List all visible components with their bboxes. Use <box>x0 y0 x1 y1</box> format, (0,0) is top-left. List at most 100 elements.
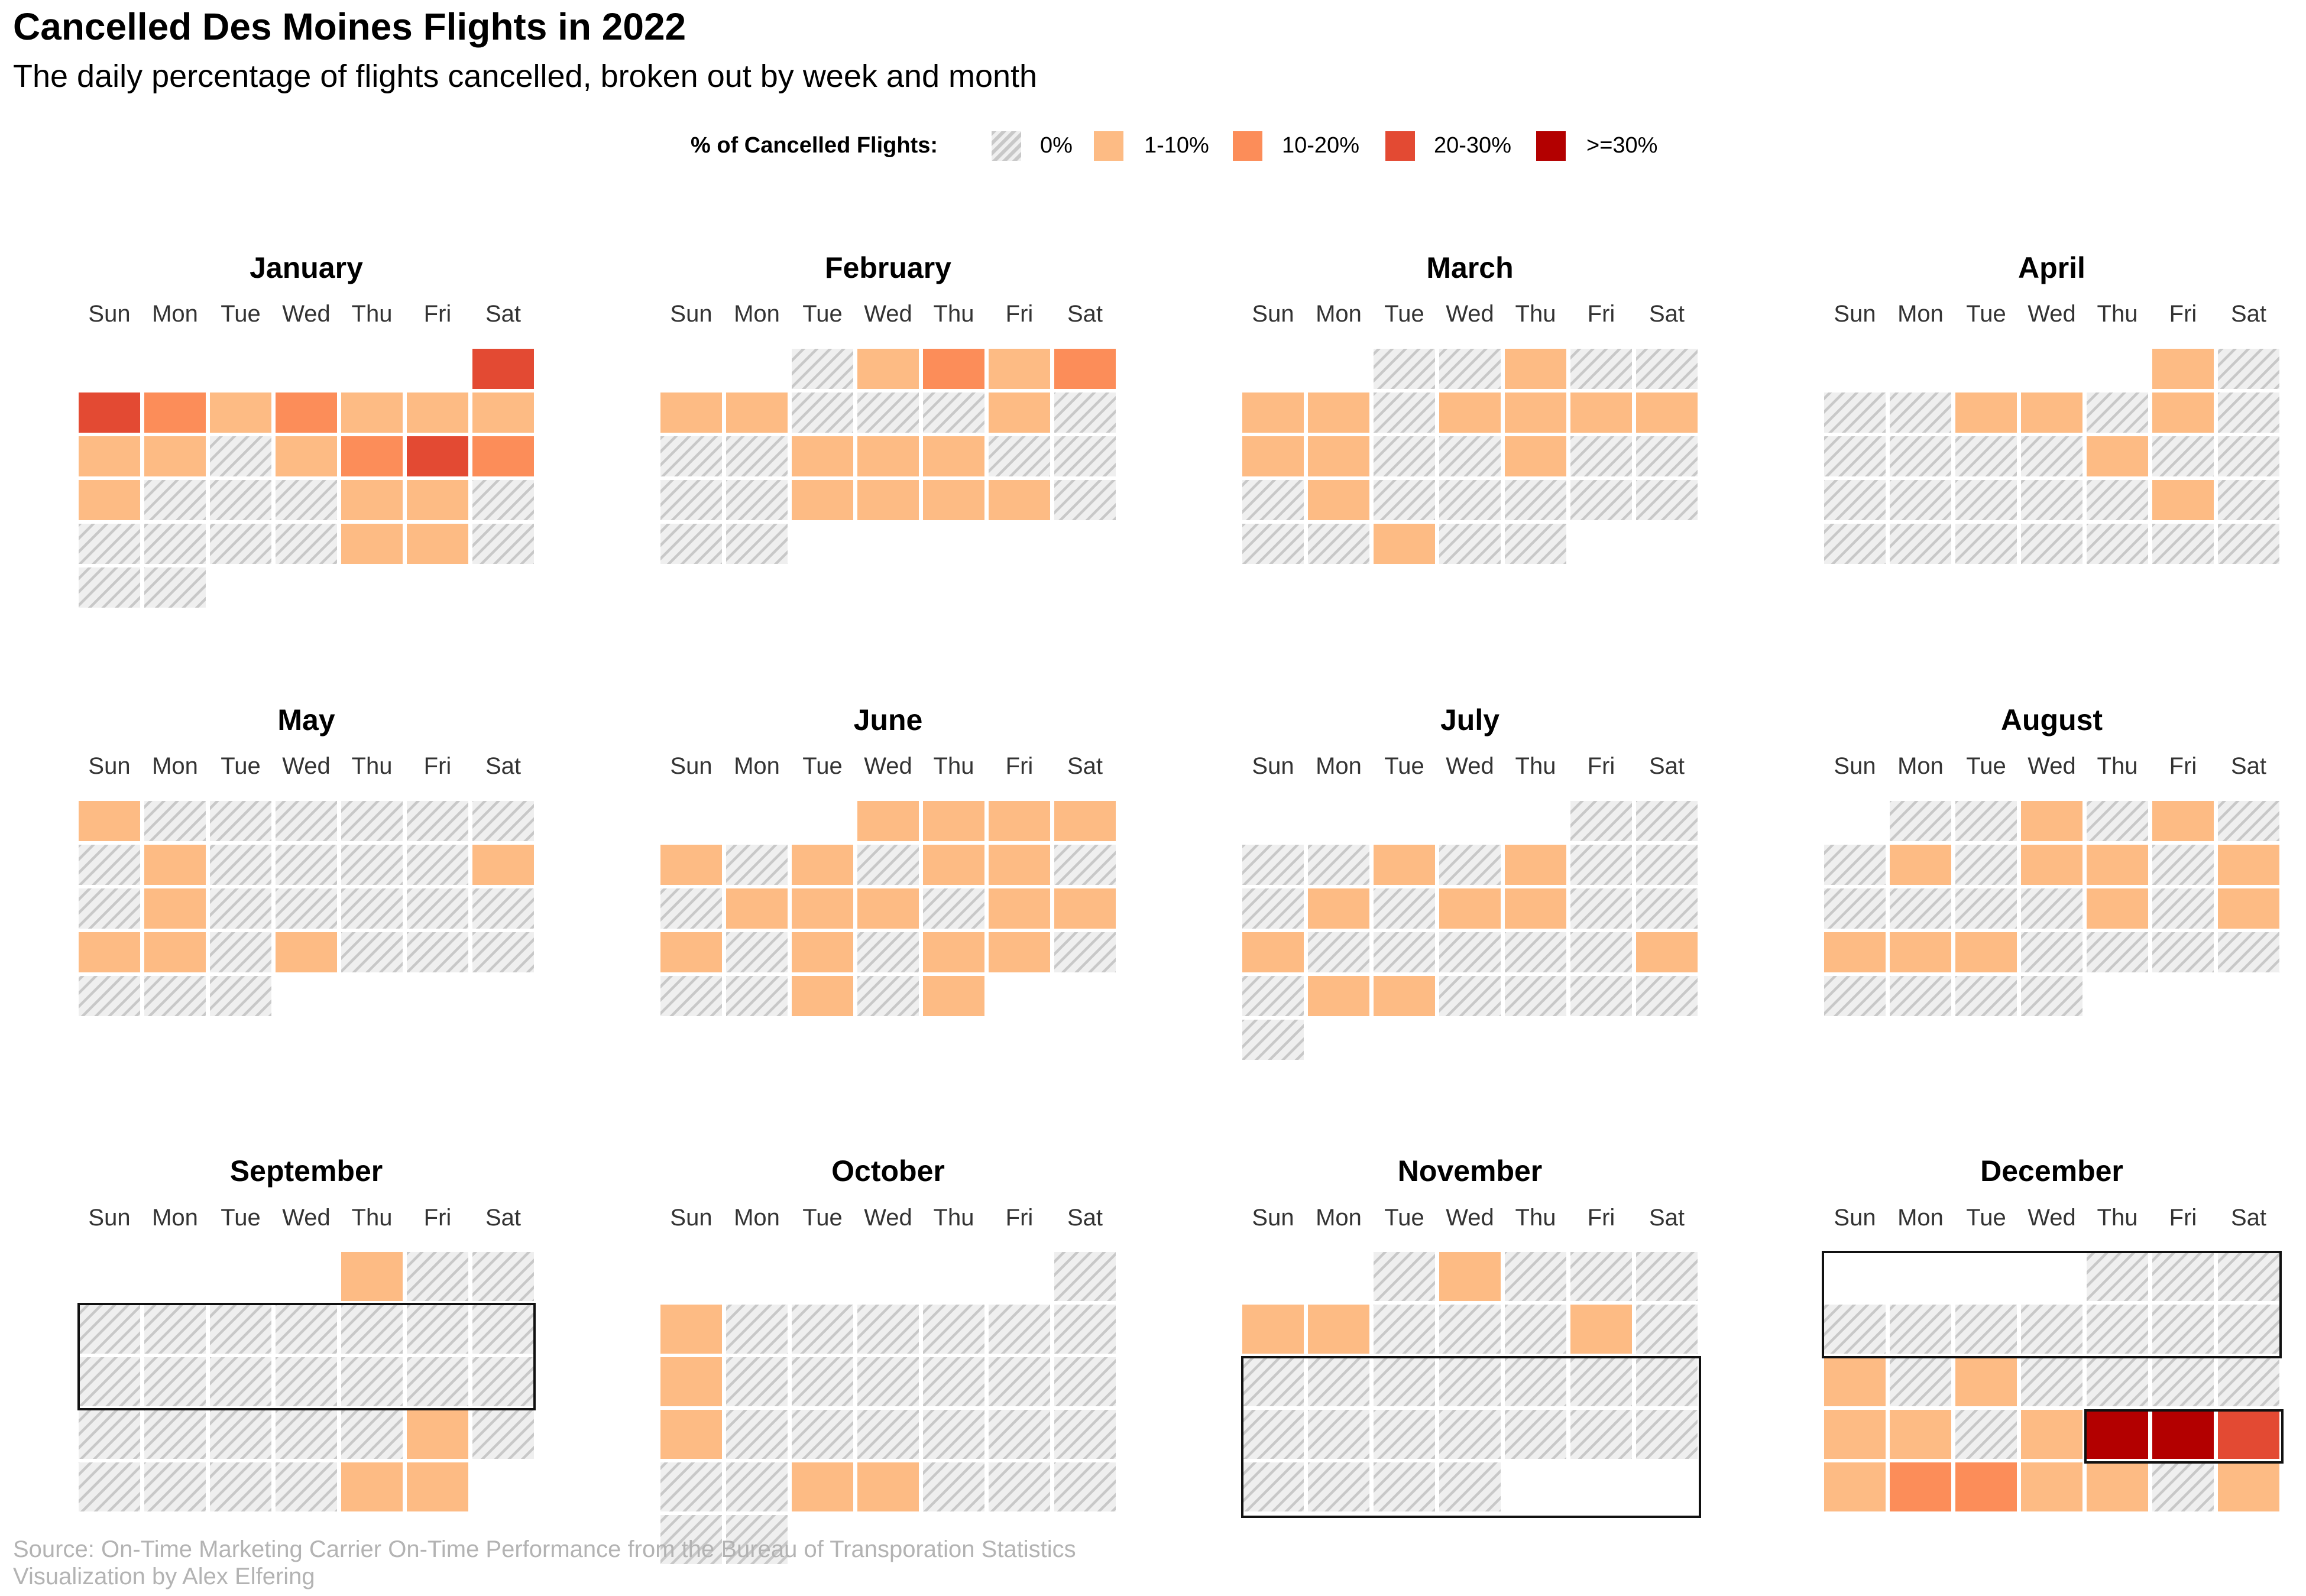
weekday-label: Wed <box>1446 753 1494 779</box>
day-cell: December 30: 0% <box>2152 1462 2214 1511</box>
day-cell: March 16: 0% <box>1439 436 1501 476</box>
day-cell: March 17: 1-10% <box>1505 436 1566 476</box>
day-cell: March 18: 0% <box>1570 436 1632 476</box>
day-cell: February 6: 1-10% <box>660 392 722 433</box>
weekday-label: Mon <box>152 753 198 779</box>
weekday-label: Tue <box>1966 753 2006 779</box>
day-cell: July 6: 0% <box>1439 845 1501 885</box>
day-cell: August 21: 1-10% <box>1824 932 1886 972</box>
day-cell: April 10: 0% <box>1824 436 1886 476</box>
day-cell: December 4: 0% <box>1824 1305 1886 1354</box>
day-cell: January 2: 20-30% <box>79 392 140 433</box>
day-cell: November 19: 0% <box>1636 1357 1698 1406</box>
day-cell: August 14: 0% <box>1824 888 1886 929</box>
month-panel-november: November Sun Mon Tue Wed Thu Fri Sat November 1:… <box>1242 1154 1698 1511</box>
highlight-outline <box>2084 1409 2284 1464</box>
day-cell: May 18: 0% <box>276 888 337 929</box>
day-cell: October 26: 1-10% <box>857 1462 919 1511</box>
day-cell: September 27: 0% <box>210 1462 271 1511</box>
day-cell: November 10: 0% <box>1505 1305 1566 1354</box>
day-cell: December 21: 1-10% <box>2021 1410 2082 1459</box>
day-cell: February 27: 0% <box>660 524 722 564</box>
day-cell: June 28: 1-10% <box>792 976 853 1016</box>
month-title: March <box>1426 251 1513 284</box>
weekday-label: Mon <box>1897 753 1944 779</box>
weekday-label: Sun <box>1834 301 1876 327</box>
day-cell: October 17: 0% <box>726 1410 788 1459</box>
day-cell: September 13: 0% <box>210 1357 271 1406</box>
weekday-label: Fri <box>1588 753 1615 779</box>
day-cell: January 12: 1-10% <box>276 436 337 476</box>
day-cell: August 2: 0% <box>1955 801 2017 841</box>
day-cell: July 27: 0% <box>1439 976 1501 1016</box>
day-cell: January 27: 1-10% <box>341 524 403 564</box>
weekday-label: Thu <box>1515 301 1556 327</box>
day-cell: August 26: 0% <box>2152 932 2214 972</box>
day-cell: April 13: 0% <box>2021 436 2082 476</box>
day-cell: May 28: 0% <box>472 932 534 972</box>
weekday-label: Tue <box>1966 1205 2006 1231</box>
day-cell: September 29: 1-10% <box>341 1462 403 1511</box>
day-cell: December 1: 0% <box>2087 1252 2148 1301</box>
day-cell: October 9: 1-10% <box>660 1357 722 1406</box>
day-cell: August 6: 0% <box>2218 801 2279 841</box>
day-cell: December 10: 0% <box>2218 1305 2279 1354</box>
day-cell: September 18: 0% <box>79 1410 140 1459</box>
day-cell: May 7: 0% <box>472 801 534 841</box>
day-cell: February 10: 0% <box>923 392 984 433</box>
day-cell: October 25: 1-10% <box>792 1462 853 1511</box>
day-cell: August 25: 0% <box>2087 932 2148 972</box>
day-cell: June 3: 1-10% <box>989 801 1050 841</box>
day-cell: July 23: 1-10% <box>1636 932 1698 972</box>
day-cell: October 7: 0% <box>989 1305 1050 1354</box>
legend-key-2 <box>1233 131 1262 161</box>
day-cell: May 16: 1-10% <box>144 888 206 929</box>
day-cell: July 25: 1-10% <box>1308 976 1369 1016</box>
day-cell: December 3: 0% <box>2218 1252 2279 1301</box>
weekday-label: Fri <box>1006 1205 1034 1231</box>
day-cell: October 18: 0% <box>792 1410 853 1459</box>
day-cell: October 30: 0% <box>660 1515 722 1564</box>
weekday-label: Sun <box>670 1205 712 1231</box>
day-cell: January 13: 10-20% <box>341 436 403 476</box>
day-cell: January 11: 0% <box>210 436 271 476</box>
day-cell: April 18: 0% <box>1890 480 1951 520</box>
weekday-label: Sat <box>1649 753 1685 779</box>
day-cell: January 14: 20-30% <box>407 436 468 476</box>
weekday-label: Sat <box>1649 301 1685 327</box>
day-cell: November 25: 0% <box>1570 1410 1632 1459</box>
weekday-label: Tue <box>802 753 842 779</box>
day-cell: September 10: 0% <box>472 1305 534 1354</box>
credit-line: Visualization by Alex Elfering <box>13 1563 315 1589</box>
day-cell: July 30: 0% <box>1636 976 1698 1016</box>
day-cell: November 1: 0% <box>1374 1252 1435 1301</box>
weekday-label: Wed <box>2028 1205 2076 1231</box>
weekday-label: Wed <box>282 301 331 327</box>
day-cell: January 16: 1-10% <box>79 480 140 520</box>
day-cell: March 30: 0% <box>1439 524 1501 564</box>
weekday-label: Wed <box>1446 301 1494 327</box>
day-cell: June 15: 1-10% <box>857 888 919 929</box>
day-cell: April 20: 0% <box>2021 480 2082 520</box>
day-cell: January 8: 1-10% <box>472 392 534 433</box>
day-cell: August 28: 0% <box>1824 976 1886 1016</box>
day-cell: April 28: 0% <box>2087 524 2148 564</box>
day-cell: September 21: 0% <box>276 1410 337 1459</box>
day-cell: September 16: 0% <box>407 1357 468 1406</box>
day-cell: March 5: 0% <box>1636 349 1698 389</box>
day-cell: July 4: 0% <box>1308 845 1369 885</box>
day-cell: March 2: 0% <box>1439 349 1501 389</box>
day-cell: May 9: 1-10% <box>144 845 206 885</box>
day-cell: March 26: 0% <box>1636 480 1698 520</box>
day-cell: October 31: 0% <box>726 1515 788 1564</box>
month-title: July <box>1440 703 1499 737</box>
day-cell: December 8: 0% <box>2087 1305 2148 1354</box>
weekday-label: Sun <box>1834 1205 1876 1231</box>
weekday-label: Sat <box>1067 753 1103 779</box>
legend-label-1: 1-10% <box>1144 133 1209 158</box>
day-cell: November 5: 0% <box>1636 1252 1698 1301</box>
day-cell: March 6: 1-10% <box>1242 392 1304 433</box>
weekday-label: Sat <box>2231 753 2266 779</box>
